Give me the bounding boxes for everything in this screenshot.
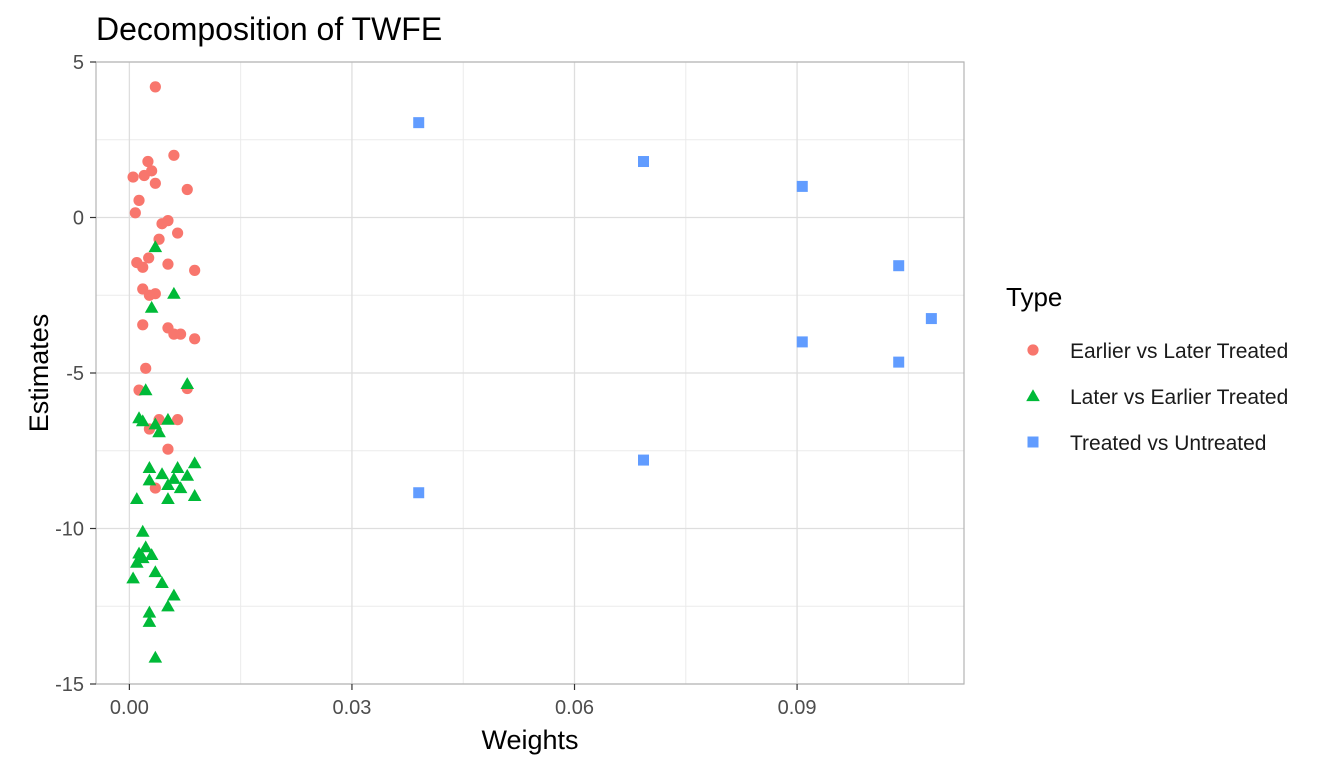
data-point-triangle (152, 425, 166, 438)
legend: Type Earlier vs Later Treated Later vs Ea… (1006, 282, 1288, 455)
data-point-square (925, 313, 937, 325)
data-point-circle (162, 258, 174, 270)
data-point-circle (156, 218, 168, 230)
data-point-circle (140, 362, 152, 374)
legend-item: Later vs Earlier Treated (1026, 386, 1288, 409)
y-axis-ticks: 5 0 -5 -10 -15 (55, 52, 96, 696)
series-circle (127, 81, 201, 494)
data-point-circle (127, 171, 139, 183)
y-tick-label: 0 (73, 208, 84, 230)
data-point-triangle (161, 478, 175, 491)
data-point-triangle (180, 468, 195, 481)
data-point-circle (149, 81, 161, 93)
x-axis-ticks: 0.00 0.03 0.06 0.09 (110, 684, 817, 719)
data-point-square (638, 454, 650, 466)
data-point-triangle (187, 456, 202, 469)
data-point-circle (189, 333, 201, 345)
series-square (413, 117, 937, 499)
data-point-triangle (170, 461, 185, 473)
data-point-circle (143, 252, 155, 264)
data-point-circle (172, 227, 184, 239)
data-point-triangle (135, 551, 150, 564)
data-point-triangle (130, 555, 144, 568)
data-point-triangle (161, 412, 175, 425)
legend-key-circle (1027, 344, 1039, 356)
data-point-circle (149, 177, 161, 189)
data-point-square (796, 180, 808, 192)
data-point-triangle (135, 524, 150, 537)
data-point-triangle (180, 377, 195, 389)
y-axis-title: Estimates (24, 314, 54, 433)
legend-label: Earlier vs Later Treated (1070, 340, 1288, 363)
y-tick-label: -10 (55, 519, 84, 541)
data-point-square (413, 117, 425, 129)
legend-item: Treated vs Untreated (1027, 432, 1267, 455)
data-point-circle (137, 319, 149, 331)
data-point-triangle (142, 605, 157, 618)
data-point-square (638, 156, 650, 168)
y-tick-label: -15 (55, 674, 84, 696)
data-point-triangle (142, 473, 157, 486)
data-point-triangle (138, 383, 153, 396)
data-point-circle (146, 165, 158, 177)
legend-label: Treated vs Untreated (1070, 432, 1267, 455)
chart-title: Decomposition of TWFE (96, 11, 442, 47)
data-point-square (893, 356, 905, 368)
data-point-triangle (167, 286, 181, 299)
y-tick-label: 5 (73, 52, 84, 74)
data-point-triangle (148, 240, 163, 253)
data-point-triangle (161, 492, 175, 505)
data-point-circle (174, 328, 187, 340)
y-tick-label: -5 (66, 363, 84, 385)
legend-item: Earlier vs Later Treated (1027, 340, 1288, 363)
legend-label: Later vs Earlier Treated (1070, 386, 1288, 409)
data-point-triangle (187, 489, 202, 501)
data-point-triangle (142, 461, 157, 473)
data-point-circle (172, 414, 184, 426)
x-tick-label: 0.00 (110, 697, 149, 719)
data-point-triangle (167, 471, 181, 484)
data-point-triangle (142, 615, 157, 627)
data-point-circle (133, 194, 145, 206)
data-point-triangle (148, 565, 163, 578)
x-tick-label: 0.03 (332, 697, 371, 719)
x-tick-label: 0.06 (555, 697, 594, 719)
data-point-circle (189, 264, 201, 276)
data-points (126, 81, 937, 663)
legend-title: Type (1006, 282, 1062, 312)
data-point-circle (143, 289, 156, 301)
data-point-triangle (155, 576, 169, 589)
data-point-triangle (130, 492, 144, 505)
data-point-circle (181, 183, 193, 196)
data-point-triangle (161, 599, 175, 612)
data-point-square (796, 336, 808, 348)
minor-gridlines (96, 62, 964, 684)
legend-key-square (1027, 436, 1039, 448)
data-point-triangle (155, 467, 169, 480)
data-point-triangle (173, 481, 188, 494)
data-point-triangle (144, 548, 159, 561)
series-triangle (126, 240, 202, 663)
data-point-triangle (138, 540, 153, 553)
data-point-square (893, 260, 905, 272)
data-point-triangle (135, 414, 150, 427)
data-point-square (413, 487, 425, 499)
major-gridlines (96, 61, 964, 685)
data-point-triangle (148, 650, 163, 663)
data-point-circle (137, 261, 149, 273)
data-point-circle (168, 149, 180, 161)
x-tick-label: 0.09 (778, 697, 817, 719)
data-point-circle (162, 443, 174, 455)
data-point-triangle (126, 571, 140, 584)
data-point-circle (129, 207, 141, 219)
data-point-triangle (167, 588, 181, 601)
data-point-circle (142, 155, 154, 168)
legend-key-triangle (1026, 389, 1040, 402)
x-axis-title: Weights (481, 725, 578, 755)
data-point-triangle (144, 300, 159, 313)
